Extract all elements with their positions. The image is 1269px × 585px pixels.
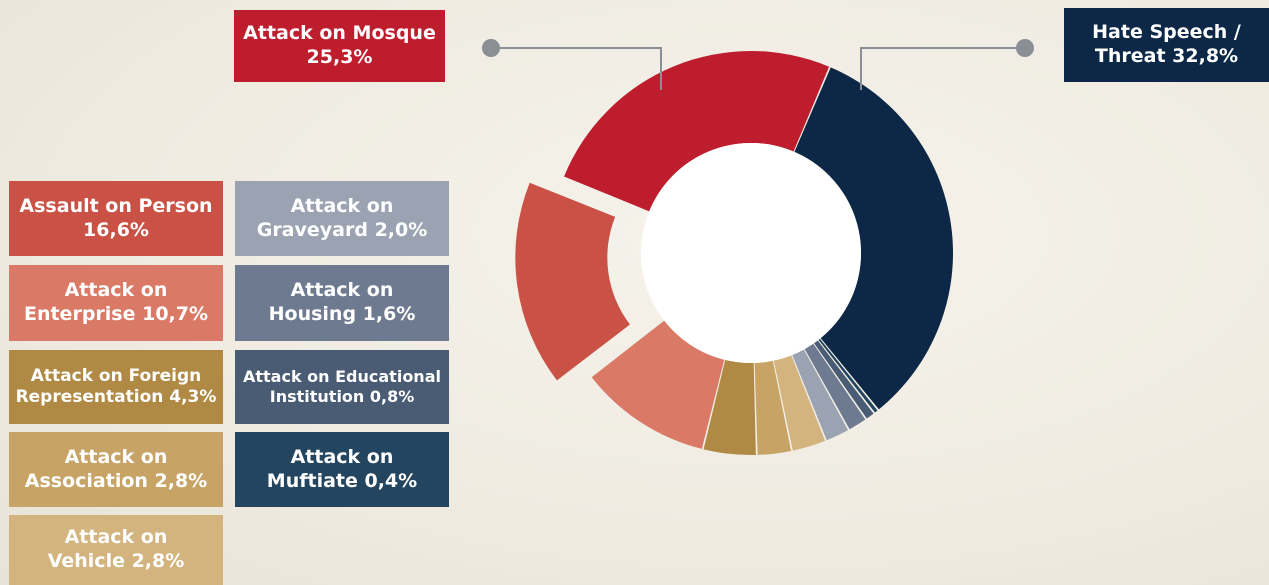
label-hate-speech-threat: Hate Speech / Threat 32,8% [1064, 8, 1269, 82]
slice-attack-on-muftiate [818, 338, 878, 413]
leader-line-hate-speech [860, 39, 1034, 90]
label-attack-on-enterprise: Attack on Enterprise 10,7% [9, 265, 223, 341]
donut-slices [515, 50, 954, 455]
label-assault-on-person: Assault on Person 16,6% [9, 181, 223, 256]
label-attack-on-graveyard: Attack on Graveyard 2,0% [235, 181, 449, 256]
label-attack-on-educational-institution: Attack on Educational Institution 0,8% [235, 350, 449, 424]
label-attack-on-muftiate: Attack on Muftiate 0,4% [235, 432, 449, 507]
slice-attack-on-housing [804, 343, 866, 430]
slice-attack-on-vehicle [773, 355, 826, 451]
leader-line-mosque [482, 39, 662, 90]
label-attack-on-association: Attack on Association 2,8% [9, 432, 223, 507]
slice-attack-on-enterprise [591, 320, 725, 449]
slice-attack-on-association [754, 360, 792, 455]
label-attack-on-vehicle: Attack on Vehicle 2,8% [9, 515, 223, 585]
slice-attack-on-foreign-representation [703, 359, 756, 455]
label-attack-on-mosque: Attack on Mosque 25,3% [234, 10, 445, 82]
slice-attack-on-mosque [564, 50, 830, 212]
slice-attack-on-graveyard [792, 349, 849, 441]
label-attack-on-housing: Attack on Housing 1,6% [235, 265, 449, 341]
slice-attack-on-educational-institution [814, 340, 874, 419]
slice-hate-speech-threat [794, 67, 954, 410]
donut-hole [641, 143, 861, 363]
slice-assault-on-person [515, 182, 630, 381]
label-attack-on-foreign-representation: Attack on Foreign Representation 4,3% [9, 350, 223, 424]
